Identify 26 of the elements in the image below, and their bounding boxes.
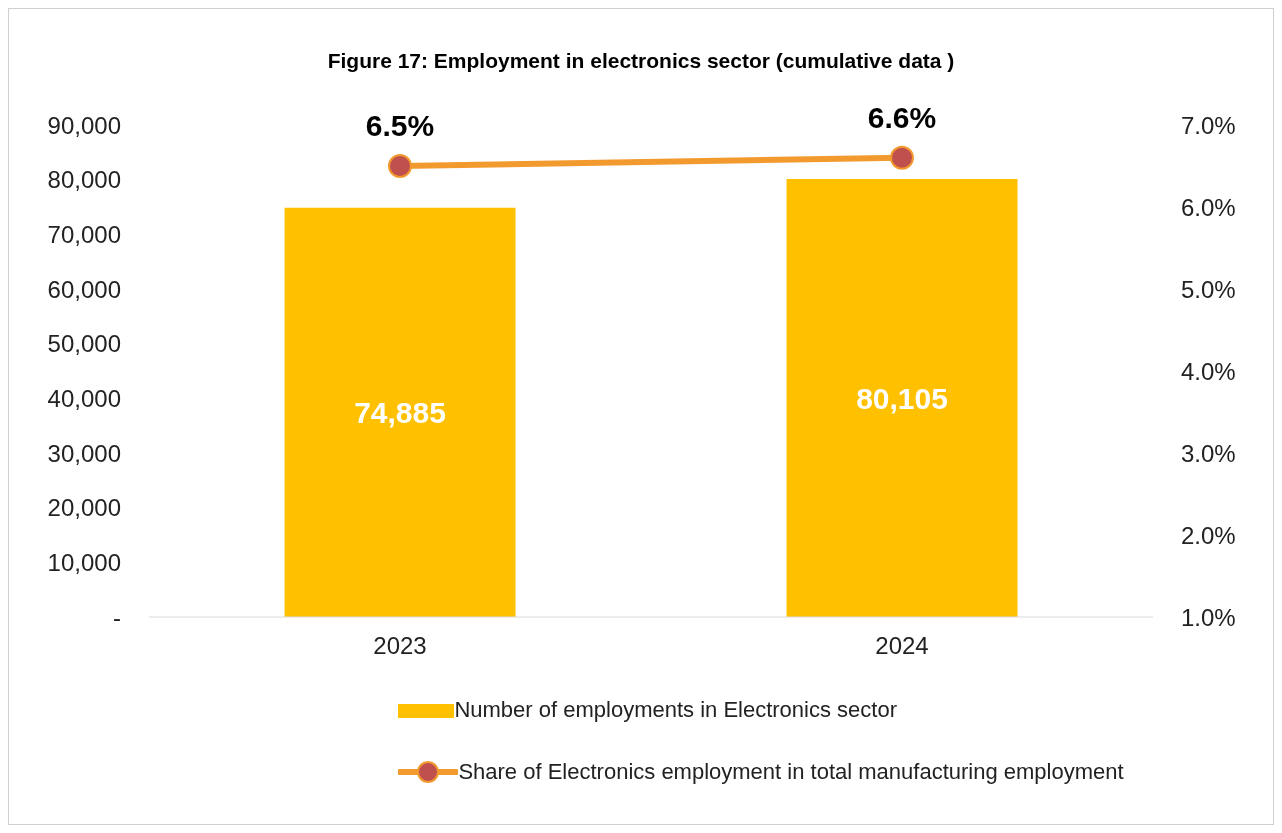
y2-tick-label: 2.0% <box>1181 521 1236 549</box>
legend-label: Share of Electronics employment in total manufacturing employment <box>458 759 1124 785</box>
y-tick-label: 80,000 <box>47 166 121 194</box>
y2-tick-label: 4.0% <box>1181 357 1236 385</box>
y-tick-label: - <box>113 603 121 631</box>
y2-tick-label: 3.0% <box>1181 439 1236 467</box>
data-label: 80,105 <box>856 381 948 415</box>
data-label: 6.5% <box>365 109 435 142</box>
data-label: 74,885 <box>354 395 446 429</box>
y2-tick-label: 5.0% <box>1181 275 1236 303</box>
x-tick-label: 2024 <box>875 632 929 660</box>
y2-tick-label: 6.0% <box>1181 193 1236 221</box>
y-tick-label: 90,000 <box>47 111 121 139</box>
chart-title: Figure 17: Employment in electronics sector (cumulative data ) <box>326 48 956 74</box>
x-tick-label: 2023 <box>373 632 427 660</box>
y-tick-label: 60,000 <box>47 275 121 303</box>
y-tick-label: 50,000 <box>47 330 121 358</box>
legend-label: Number of employments in Electronics sector <box>454 697 898 723</box>
y2-tick-label: 7.0% <box>1181 111 1236 139</box>
data-label: 6.6% <box>867 100 937 134</box>
y2-tick-label: 1.0% <box>1181 603 1236 631</box>
y-tick-label: 40,000 <box>47 384 121 412</box>
y-tick-label: 20,000 <box>47 494 121 522</box>
y-tick-label: 70,000 <box>47 220 121 248</box>
y-tick-label: 30,000 <box>47 439 121 467</box>
y-tick-label: 10,000 <box>47 548 121 576</box>
